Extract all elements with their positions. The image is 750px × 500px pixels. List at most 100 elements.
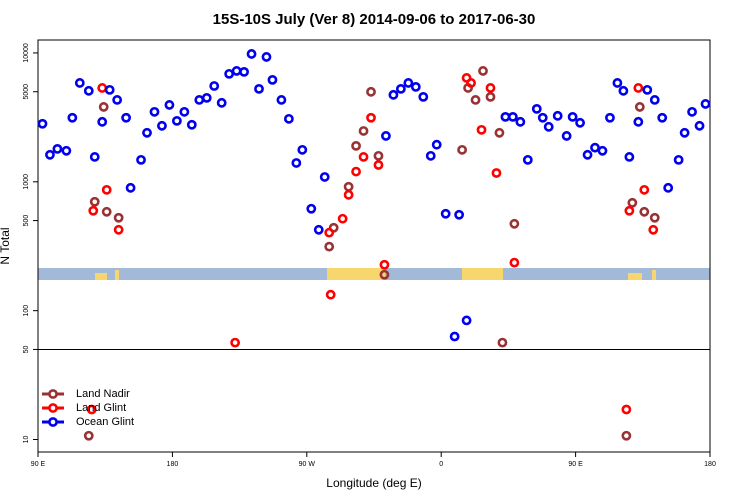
point [457, 144, 468, 155]
point [351, 166, 361, 177]
point [491, 168, 502, 178]
point [337, 213, 348, 224]
point [373, 160, 384, 170]
point [561, 131, 572, 141]
point [83, 85, 94, 96]
point [254, 83, 264, 94]
point [324, 227, 335, 238]
point [485, 83, 496, 93]
y-tick-label: 5000 [23, 84, 30, 100]
x-tick-label: 90 E [568, 461, 583, 468]
point [267, 74, 278, 85]
point [121, 112, 132, 123]
legend-swatch [48, 389, 58, 399]
point [639, 184, 650, 195]
point [291, 158, 302, 168]
point [366, 86, 376, 97]
point [552, 110, 563, 121]
point [113, 212, 124, 223]
point [700, 99, 711, 109]
chart-title: 15S-10S July (Ver 8) 2014-09-06 to 2017-… [213, 11, 536, 28]
point [418, 91, 429, 102]
point [582, 149, 593, 160]
point [425, 150, 436, 161]
point [373, 150, 384, 161]
point [351, 140, 361, 151]
y-tick-label: 50 [23, 345, 30, 353]
point [379, 269, 390, 280]
point [113, 224, 124, 235]
series [83, 66, 660, 441]
x-tick-label: 180 [704, 461, 716, 468]
point [52, 143, 63, 154]
surface-strip [38, 268, 710, 280]
plot-frame [37, 39, 711, 453]
point [136, 154, 146, 165]
point [201, 92, 212, 103]
point [649, 95, 660, 105]
point [343, 189, 354, 200]
point [618, 85, 629, 96]
point [633, 83, 644, 93]
point [343, 181, 354, 192]
point [440, 208, 451, 219]
point [627, 197, 638, 208]
point [186, 119, 197, 130]
point [431, 139, 442, 150]
series [37, 49, 711, 342]
point [313, 224, 324, 235]
point [410, 82, 421, 92]
point [543, 121, 554, 132]
point [634, 102, 645, 112]
series [86, 73, 659, 415]
point [209, 81, 220, 91]
point [403, 78, 414, 88]
y-tick-label: 100 [23, 305, 30, 317]
point [379, 259, 390, 270]
point [45, 149, 55, 160]
point [101, 206, 112, 217]
legend-swatch [48, 417, 58, 427]
point [89, 196, 100, 207]
legend-label: Ocean Glint [76, 416, 134, 428]
point [687, 106, 697, 117]
point [98, 102, 109, 112]
point [283, 113, 294, 124]
point [673, 154, 684, 165]
point [466, 78, 476, 88]
point [388, 89, 399, 100]
point [157, 120, 167, 131]
point [624, 205, 635, 216]
y-tick-label: 500 [23, 215, 30, 227]
point [515, 116, 526, 127]
point [509, 257, 520, 268]
point [642, 84, 653, 95]
point [216, 97, 227, 108]
point [663, 182, 674, 193]
point [149, 106, 160, 117]
point [657, 112, 668, 123]
point [125, 182, 136, 193]
point [89, 152, 100, 162]
point [101, 184, 112, 195]
point [470, 95, 481, 105]
legend-swatch [48, 403, 58, 413]
y-tick-label: 10 [23, 436, 30, 444]
point [476, 124, 487, 135]
point [597, 145, 608, 156]
point [522, 154, 533, 165]
point [179, 106, 190, 117]
point [694, 120, 705, 131]
point [531, 103, 542, 114]
point [494, 127, 505, 138]
point [88, 205, 99, 216]
point [324, 241, 335, 252]
point [231, 66, 242, 76]
point [112, 95, 123, 105]
x-tick-label: 90 W [299, 461, 316, 468]
legend-label: Land Nadir [76, 388, 130, 400]
point [605, 112, 615, 123]
point [633, 116, 644, 127]
point [97, 116, 108, 127]
